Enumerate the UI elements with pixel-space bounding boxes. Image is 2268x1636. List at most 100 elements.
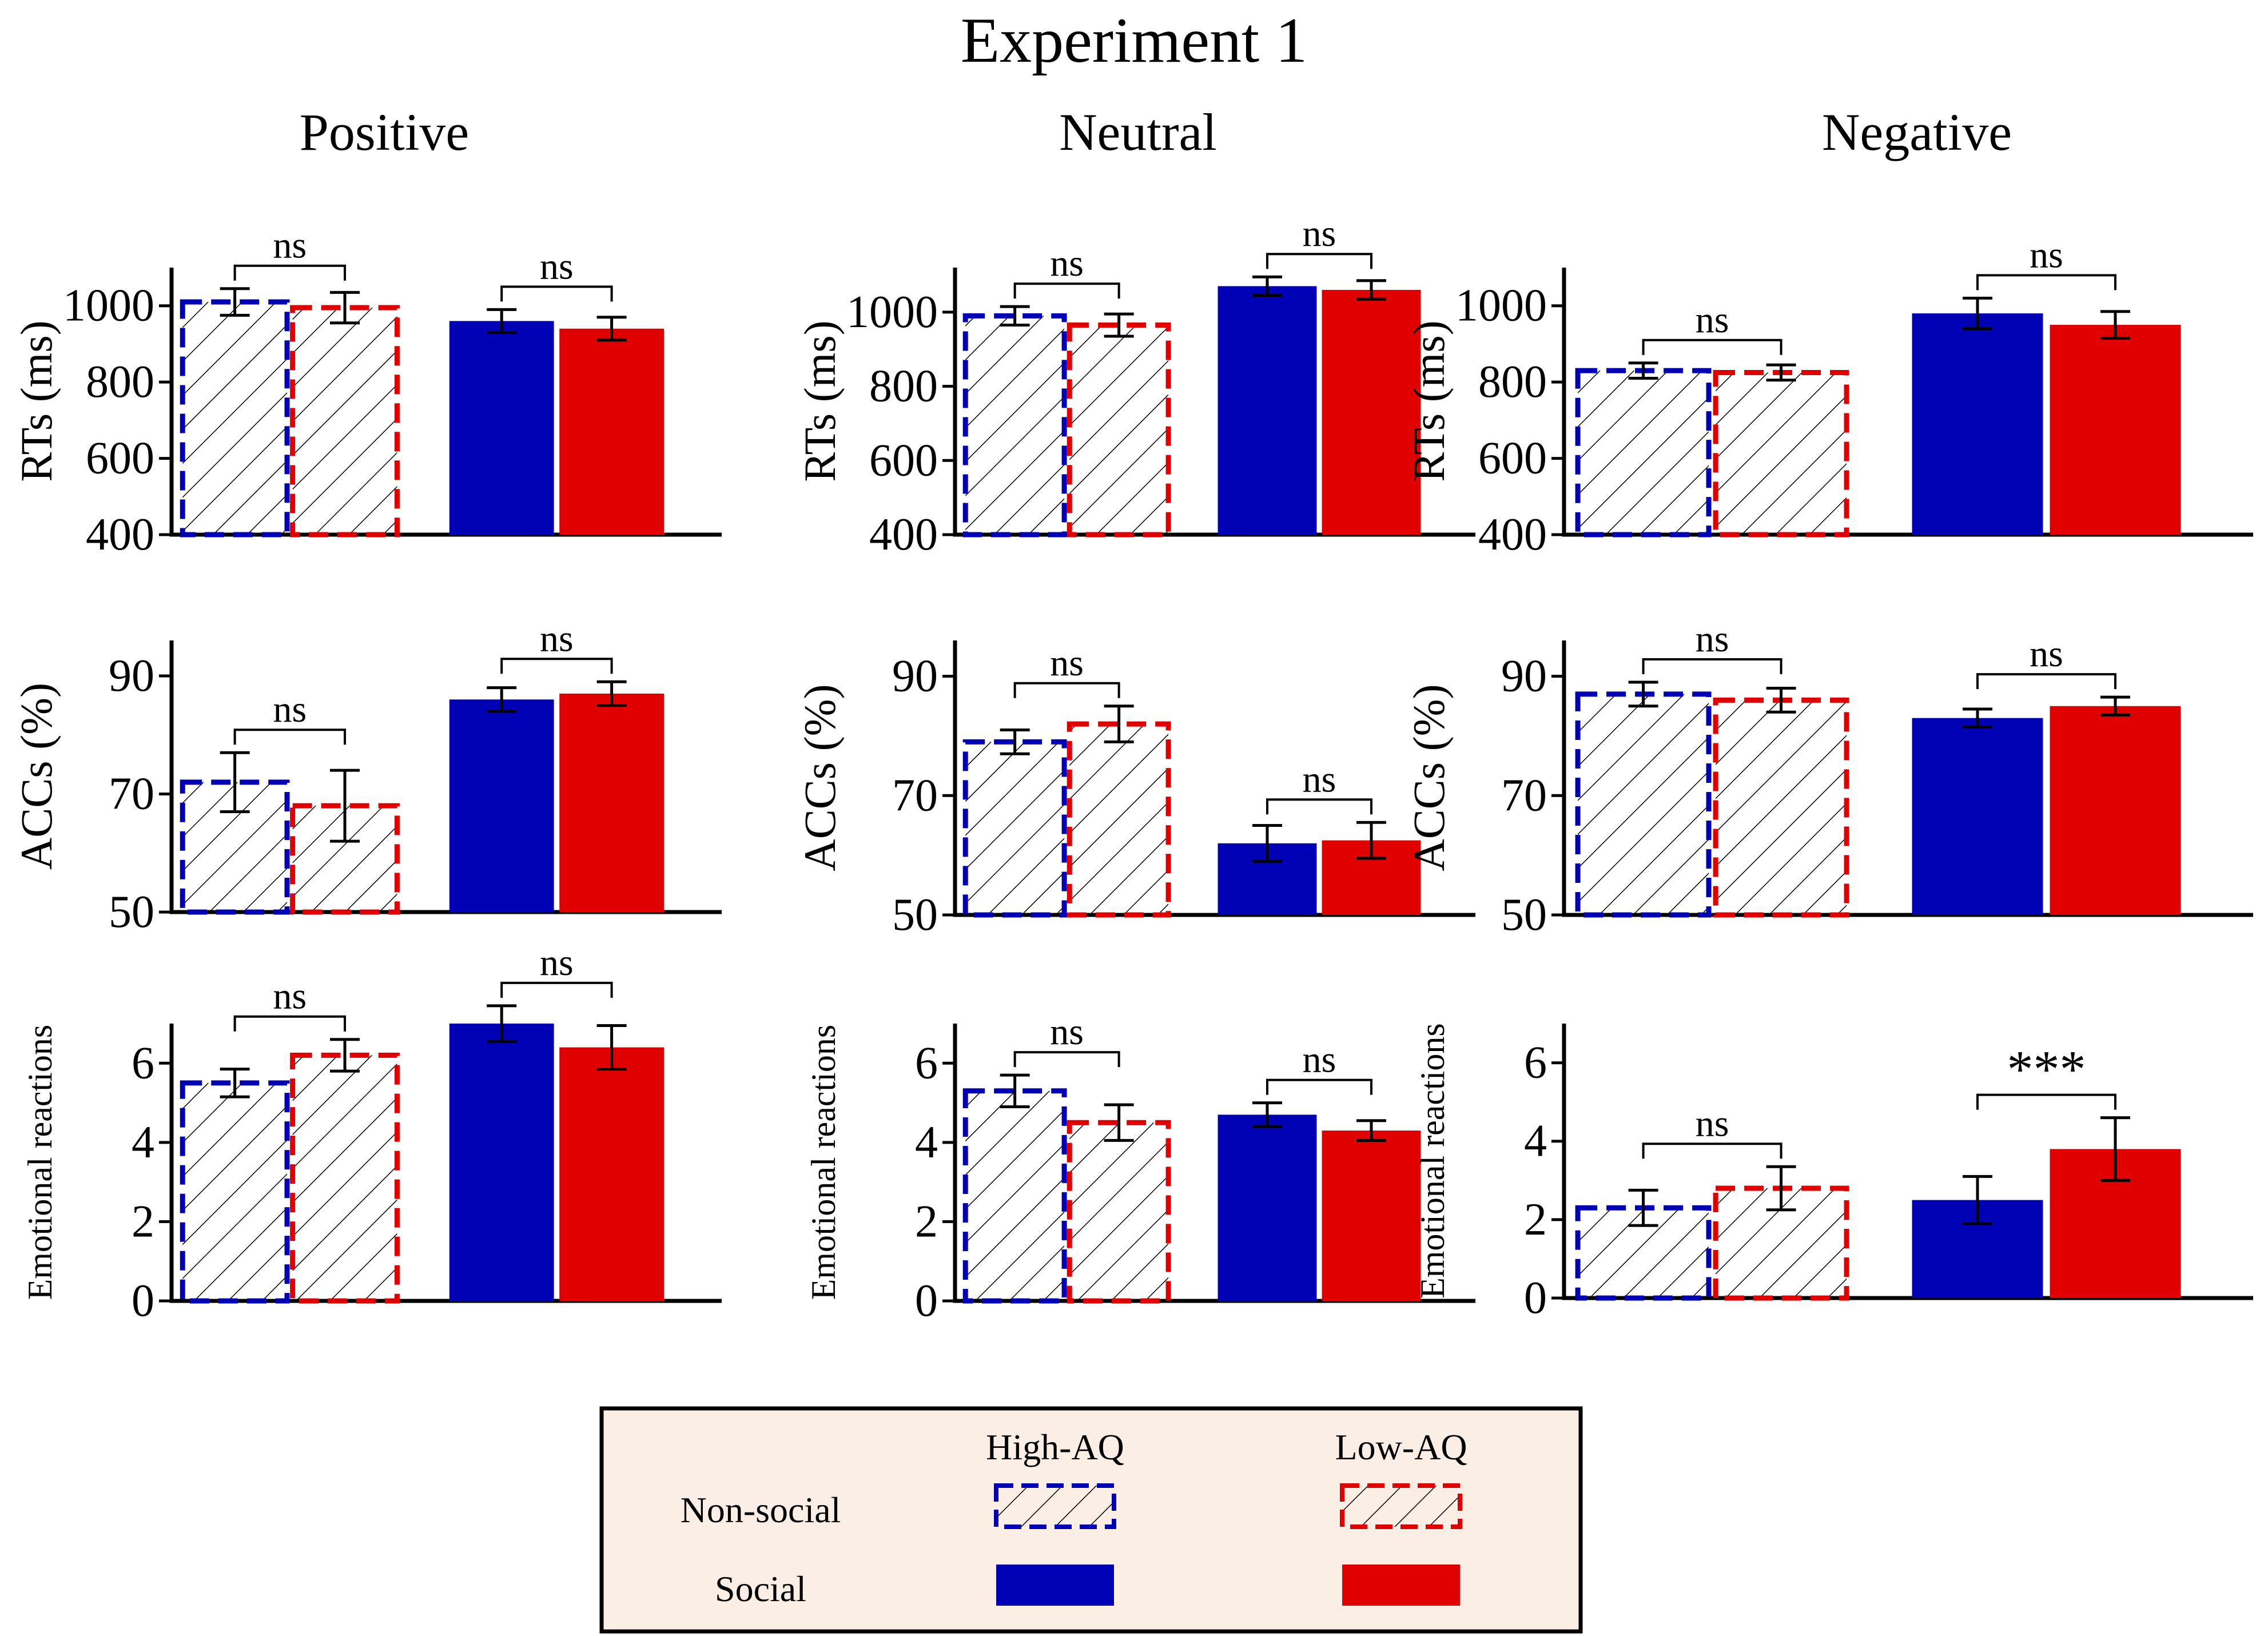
bar-nonsocial-highaq bbox=[1575, 691, 1712, 918]
significance-label: ns bbox=[540, 245, 574, 287]
legend: High-AQ Low-AQ Non-social Social bbox=[599, 1406, 1583, 1634]
significance-bracket bbox=[1266, 1078, 1372, 1095]
significance-label: ns bbox=[1050, 1011, 1084, 1053]
y-tick-label: 400 bbox=[869, 509, 938, 560]
y-tick-label: 50 bbox=[1501, 890, 1547, 940]
significance-bracket bbox=[1976, 274, 2116, 290]
significance-label: ns bbox=[2030, 633, 2063, 675]
y-axis-label: Emotional reactions bbox=[805, 1025, 842, 1300]
y-tick-label: 800 bbox=[86, 357, 154, 407]
bar-social-highaq bbox=[449, 321, 554, 535]
significance-label: ns bbox=[1696, 1102, 1729, 1144]
legend-swatch-social-low-aq bbox=[1342, 1565, 1460, 1606]
significance-bracket bbox=[500, 658, 613, 674]
bar-social-lowaq bbox=[1322, 1131, 1421, 1301]
bar-nonsocial-lowaq bbox=[1067, 323, 1171, 538]
y-tick-label: 0 bbox=[915, 1276, 938, 1326]
bar-social-highaq bbox=[1217, 286, 1317, 535]
legend-swatch-nonsocial-high-aq bbox=[994, 1483, 1116, 1529]
bar-social-lowaq bbox=[2050, 706, 2181, 915]
y-tick-label: 0 bbox=[1524, 1273, 1547, 1323]
y-tick-label: 70 bbox=[109, 769, 154, 819]
significance-label: ns bbox=[273, 688, 307, 730]
bar-nonsocial-highaq bbox=[962, 1088, 1067, 1304]
y-tick-label: 1000 bbox=[846, 287, 938, 337]
significance-bracket bbox=[1642, 658, 1782, 675]
bar-social-lowaq bbox=[559, 693, 664, 912]
significance-label: ns bbox=[1696, 299, 1729, 341]
significance-label: ns bbox=[2030, 234, 2063, 276]
y-tick-label: 1000 bbox=[1455, 281, 1547, 331]
y-tick-label: 2 bbox=[132, 1196, 154, 1247]
y-tick-label: 50 bbox=[892, 890, 938, 940]
y-tick-label: 400 bbox=[1478, 509, 1547, 560]
bar-social-highaq bbox=[1217, 1114, 1317, 1301]
significance-bracket bbox=[1013, 282, 1120, 299]
chart-panel-7: 0 2 4 6 Emotional reactions ns ns bbox=[21, 942, 722, 1326]
chart-panel-4: 50 70 90 ACCs (%) ns ns bbox=[11, 618, 722, 937]
y-tick-label: 400 bbox=[86, 509, 154, 560]
y-tick-label: 70 bbox=[1501, 770, 1547, 821]
significance-bracket bbox=[233, 729, 347, 745]
legend-swatch-social-high-aq bbox=[996, 1565, 1114, 1606]
significance-label: *** bbox=[2007, 1040, 2086, 1098]
column-title-positive: Positive bbox=[300, 103, 469, 161]
significance-bracket bbox=[1976, 673, 2116, 690]
bar-nonsocial-lowaq bbox=[1067, 1120, 1171, 1304]
significance-label: ns bbox=[273, 976, 307, 1017]
bar-nonsocial-highaq bbox=[1575, 368, 1712, 538]
y-tick-label: 2 bbox=[915, 1196, 938, 1247]
y-tick-label: 600 bbox=[869, 435, 938, 485]
significance-bracket bbox=[1976, 1093, 2116, 1110]
y-tick-label: 4 bbox=[915, 1117, 938, 1168]
y-tick-label: 4 bbox=[132, 1117, 154, 1168]
column-title-neutral: Neutral bbox=[1059, 103, 1217, 161]
bar-social-lowaq bbox=[559, 328, 664, 535]
y-tick-label: 800 bbox=[1478, 357, 1547, 407]
bar-nonsocial-lowaq bbox=[290, 1052, 400, 1304]
significance-bracket bbox=[233, 264, 347, 281]
significance-bracket bbox=[1642, 339, 1782, 355]
bar-social-highaq bbox=[449, 1024, 554, 1301]
y-tick-label: 6 bbox=[132, 1038, 154, 1088]
chart-panel-6: 50 70 90 ACCs (%) ns ns bbox=[1404, 618, 2253, 940]
significance-label: ns bbox=[1303, 1039, 1336, 1081]
column-title-negative: Negative bbox=[1822, 103, 2012, 161]
chart-panel-8: 0 2 4 6 Emotional reactions ns ns bbox=[805, 1011, 1475, 1326]
y-tick-label: 6 bbox=[1524, 1038, 1547, 1088]
y-tick-label: 6 bbox=[915, 1038, 938, 1088]
y-tick-label: 2 bbox=[1524, 1195, 1547, 1245]
y-tick-label: 90 bbox=[1501, 651, 1547, 702]
bar-nonsocial-lowaq bbox=[290, 305, 400, 538]
y-tick-label: 4 bbox=[1524, 1116, 1547, 1167]
y-axis-label: Emotional reactions bbox=[1414, 1023, 1451, 1299]
significance-label: ns bbox=[1303, 758, 1336, 800]
y-tick-label: 90 bbox=[109, 651, 154, 701]
y-axis-label: RTs (ms) bbox=[795, 320, 845, 481]
bar-nonsocial-lowaq bbox=[1713, 697, 1849, 918]
chart-panel-9: 0 2 4 6 Emotional reactions ns *** bbox=[1414, 1023, 2253, 1323]
significance-label: ns bbox=[540, 942, 574, 984]
y-tick-label: 90 bbox=[892, 651, 938, 702]
legend-row-social: Social bbox=[715, 1569, 806, 1609]
significance-bracket bbox=[500, 981, 613, 998]
bar-nonsocial-highaq bbox=[180, 299, 290, 538]
y-tick-label: 70 bbox=[892, 770, 938, 821]
bar-social-lowaq bbox=[559, 1047, 664, 1301]
significance-label: ns bbox=[1696, 618, 1729, 660]
legend-col-low-aq: Low-AQ bbox=[1335, 1427, 1467, 1467]
y-tick-label: 600 bbox=[1478, 433, 1547, 484]
y-tick-label: 50 bbox=[109, 887, 154, 937]
y-axis-label: RTs (ms) bbox=[11, 320, 61, 481]
significance-bracket bbox=[1266, 798, 1372, 815]
significance-bracket bbox=[500, 285, 613, 302]
bar-social-lowaq bbox=[2050, 325, 2181, 535]
legend-col-high-aq: High-AQ bbox=[986, 1427, 1124, 1467]
figure-title: Experiment 1 bbox=[961, 5, 1307, 76]
y-axis-label: Emotional reactions bbox=[21, 1025, 59, 1300]
y-axis-label: ACCs (%) bbox=[1404, 684, 1454, 871]
